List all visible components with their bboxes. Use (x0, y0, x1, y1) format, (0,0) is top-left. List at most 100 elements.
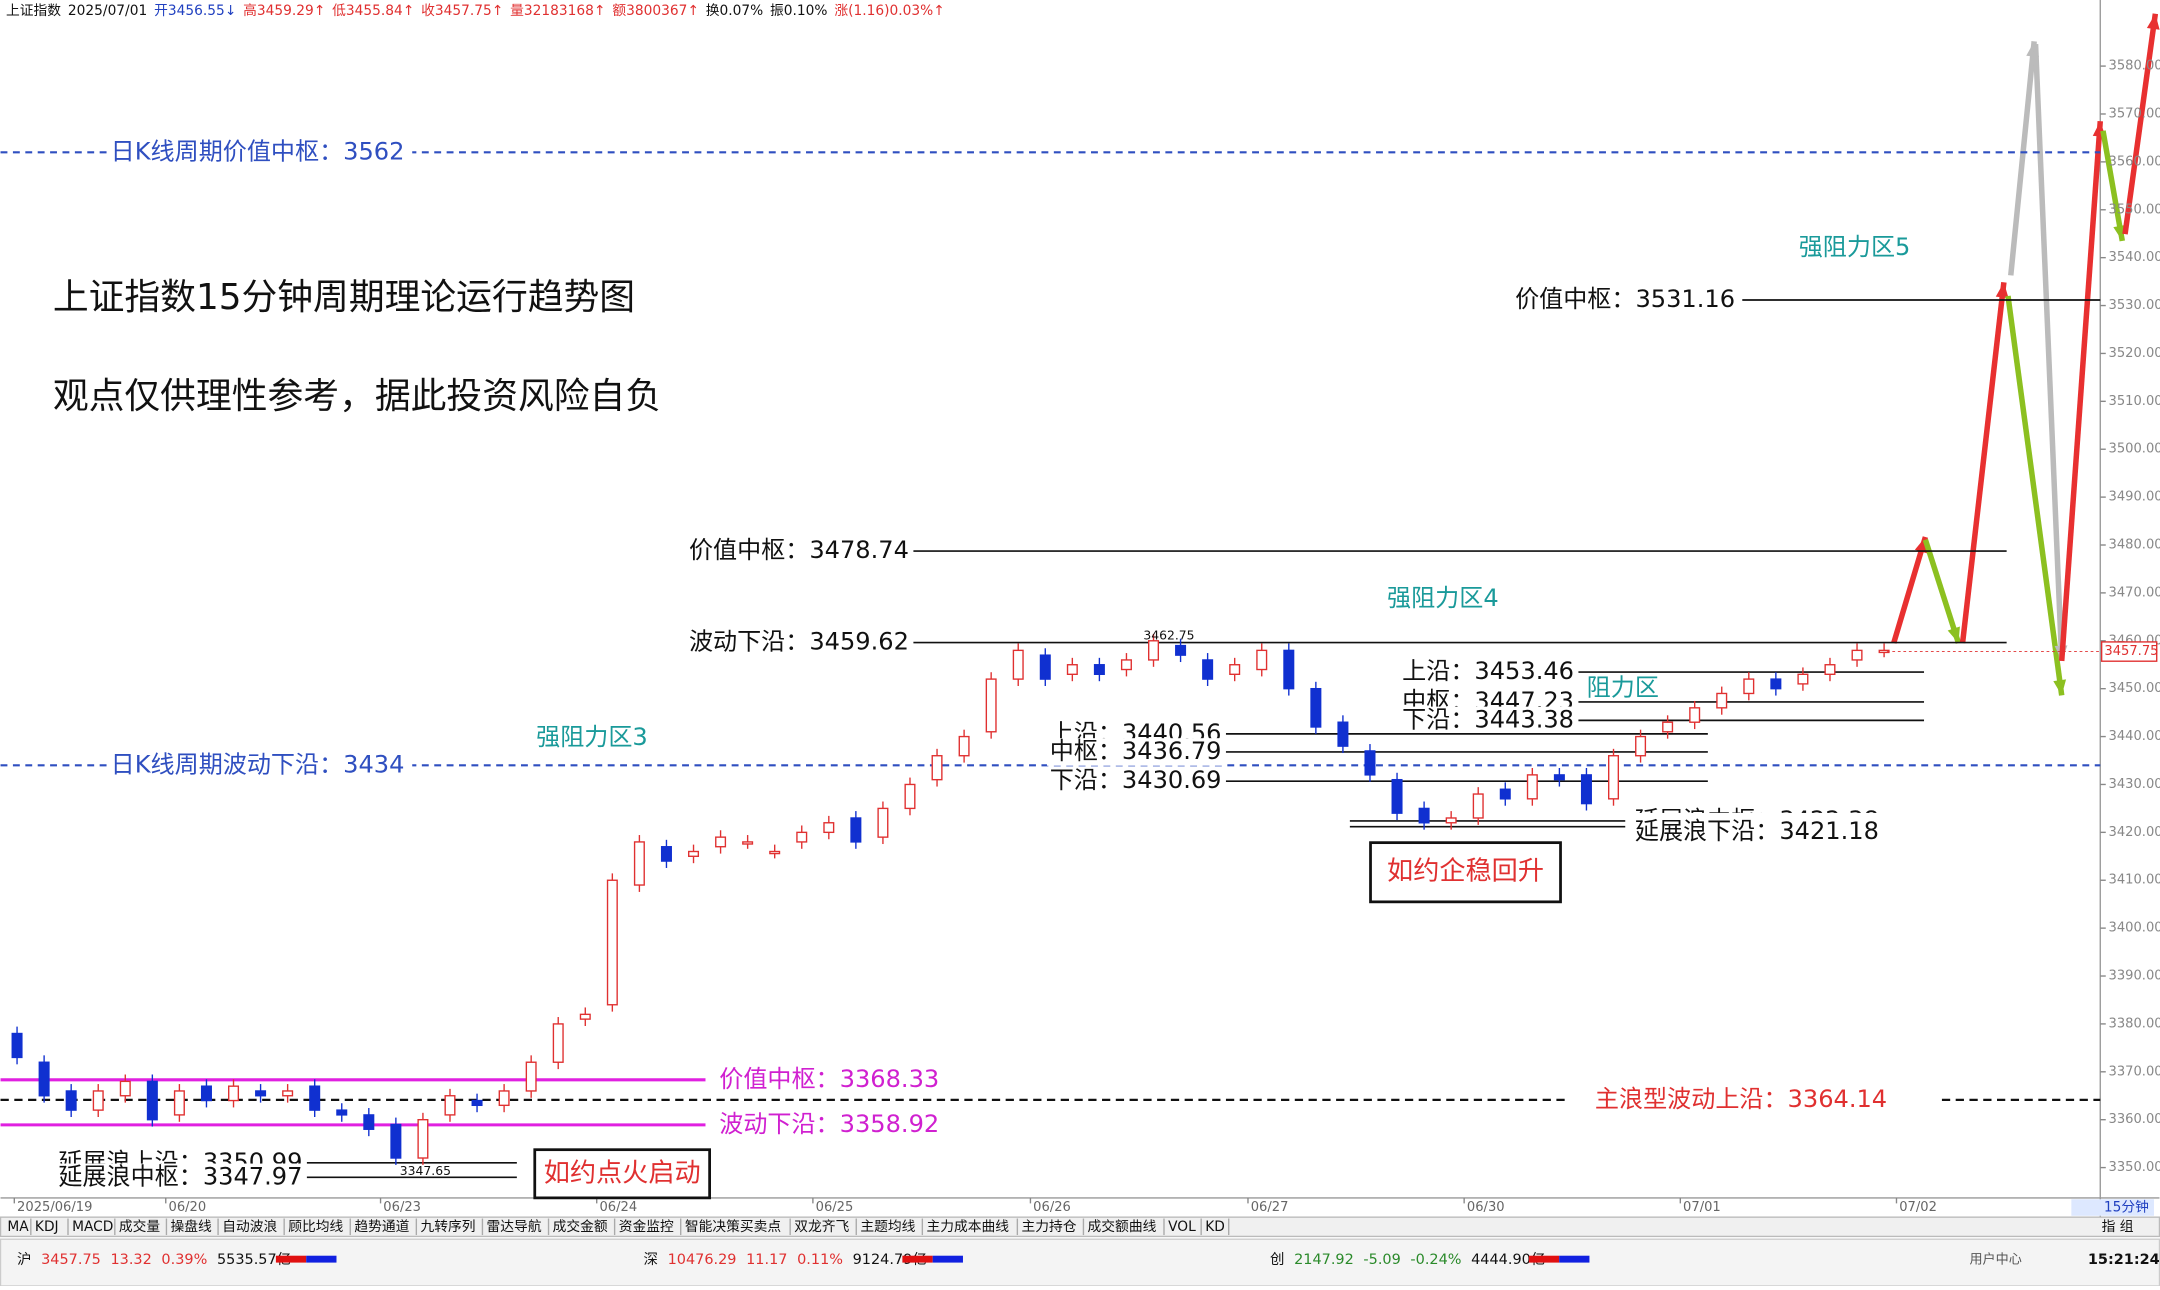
y-tick-label: 3440.00 (2109, 729, 2160, 744)
status-field: 0.11% (797, 1252, 843, 1268)
level-value: 3562 (343, 137, 404, 165)
y-tick-label: 3560.00 (2109, 154, 2160, 169)
x-tick-label: 06/23 (383, 1200, 421, 1215)
candle-body (444, 1095, 456, 1116)
arrow-shaft (2008, 41, 2037, 276)
candle-body (1202, 659, 1214, 680)
status-bar-blue (306, 1255, 337, 1263)
candle-body (877, 807, 889, 838)
level-value: 3436.79 (1122, 737, 1222, 765)
y-tick-label: 3420.00 (2109, 825, 2160, 840)
toolbar-item[interactable]: 主题均线 (860, 1219, 915, 1235)
candle-body (200, 1085, 212, 1102)
toolbar-item[interactable]: 成交量 (119, 1218, 161, 1235)
level-value: 3368.33 (840, 1065, 940, 1093)
status-field: 3457.75 (41, 1252, 101, 1268)
toolbar-item[interactable]: VOL (1168, 1219, 1196, 1235)
toolbar-item[interactable]: KD (1205, 1219, 1225, 1235)
level-label: 日K线周期价值中枢：3562 (111, 137, 405, 165)
y-tick-label: 3400.00 (2109, 921, 2160, 936)
toolbar-right[interactable]: 指 组 (2102, 1219, 2134, 1235)
candle-body (1553, 774, 1565, 781)
level-label: 波动下沿：3459.62 (689, 628, 909, 656)
toolbar-item[interactable]: 资金监控 (619, 1219, 674, 1235)
arrow-shaft (2122, 13, 2159, 235)
candle-body (1580, 774, 1592, 805)
candle-body (498, 1090, 510, 1107)
candle-body (1743, 678, 1755, 695)
candle-body (1472, 793, 1484, 819)
zone-label: 强阻力区4 (1387, 584, 1499, 612)
note-text: 如约点火启动 (544, 1158, 701, 1188)
toolbar-item[interactable]: MA (7, 1219, 29, 1235)
user-center[interactable]: 用户中心 (1969, 1250, 2021, 1267)
label-bg (716, 1066, 944, 1094)
x-tick-label: 07/02 (1899, 1200, 1937, 1215)
toolbar-item[interactable]: 成交金额 (553, 1218, 608, 1235)
label-bg (1046, 767, 1226, 795)
toolbar-item[interactable]: MACD (72, 1219, 113, 1235)
candle-body (796, 831, 808, 843)
chart-subtitle: 观点仅供理性参考，据此投资风险自负 (53, 376, 661, 417)
level-name: 日K线周期波动下沿： (111, 750, 344, 778)
level-value: 3430.69 (1122, 766, 1222, 794)
candle-body (1716, 692, 1728, 709)
candle-body (904, 783, 916, 810)
header-item: 振0.10% (770, 3, 827, 19)
level-name: 上沿： (1402, 657, 1474, 685)
toolbar-item[interactable]: 顾比均线 (288, 1219, 343, 1235)
level-label: 中枢：3436.79 (1050, 737, 1222, 765)
header-item: 上证指数 (6, 3, 61, 19)
candle-body (1039, 654, 1051, 680)
toolbar-item[interactable]: 智能决策买卖点 (685, 1218, 782, 1235)
status-field: 13.32 (110, 1252, 151, 1268)
toolbar-item[interactable]: 自动波浪 (222, 1219, 277, 1235)
candle-body (1283, 649, 1295, 690)
toolbar-item[interactable]: 九转序列 (420, 1219, 475, 1235)
candle-body (1148, 640, 1160, 661)
level-label: 日K线周期波动下沿：3434 (111, 750, 405, 778)
toolbar-item[interactable]: 双龙齐飞 (794, 1219, 849, 1235)
candle-body (1066, 664, 1078, 675)
label-bg (1632, 812, 1884, 841)
level-label: 价值中枢：3478.74 (689, 536, 909, 564)
level-label: 延展浪下沿：3421.18 (1635, 817, 1879, 845)
arrow-head (1947, 626, 1960, 643)
label-bg (1399, 658, 1579, 686)
arrow-head (1995, 282, 2009, 299)
y-tick-label: 3450.00 (2109, 681, 2160, 696)
toolbar-item[interactable]: 主力成本曲线 (926, 1219, 1009, 1235)
toolbar-item[interactable]: 雷达导航 (487, 1219, 542, 1235)
note-text: 如约企稳回升 (1387, 857, 1544, 887)
toolbar-item[interactable]: 主力持仓 (1021, 1219, 1076, 1235)
status-item: 沪 3457.75 13.32 0.39% 5535.57亿 (17, 1251, 291, 1268)
chart-title: 上证指数15分钟周期理论运行趋势图 (53, 277, 635, 318)
toolbar-item[interactable]: 成交额曲线 (1088, 1218, 1157, 1235)
status-bar-blue (1559, 1255, 1590, 1263)
candle-body (715, 836, 727, 848)
candle-body (1635, 735, 1647, 757)
period-box (2071, 1199, 2154, 1216)
toolbar-item[interactable]: KDJ (35, 1219, 59, 1235)
candle-body (1797, 673, 1809, 685)
status-field: 2147.92 (1294, 1252, 1354, 1268)
candle-body (1526, 774, 1538, 800)
period[interactable]: 15分钟 (2104, 1199, 2149, 1216)
x-tick-label: 06/24 (599, 1200, 637, 1215)
candle-body (1364, 750, 1376, 776)
toolbar-item[interactable]: 操盘线 (171, 1218, 213, 1235)
candle-body (985, 678, 997, 733)
candle-body (1418, 807, 1430, 824)
level-name: 下沿： (1402, 705, 1474, 733)
candle-body (282, 1090, 294, 1097)
toolbar-item[interactable]: 趋势通道 (354, 1219, 409, 1235)
status-field: 10476.29 (668, 1252, 737, 1268)
label-bg (686, 537, 914, 565)
level-name: 价值中枢： (719, 1065, 839, 1093)
y-tick-label: 3550.00 (2109, 202, 2160, 217)
level-label: 价值中枢：3368.33 (719, 1065, 939, 1093)
status-bar-red (902, 1255, 933, 1263)
candle-body (471, 1099, 483, 1107)
status-bar-red (1528, 1255, 1560, 1263)
